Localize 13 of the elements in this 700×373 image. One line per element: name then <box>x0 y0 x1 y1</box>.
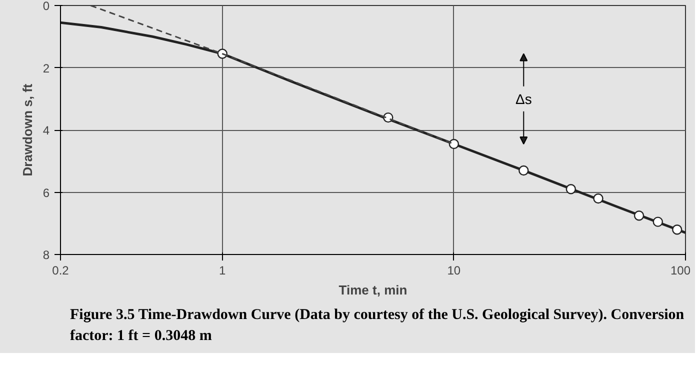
y-tick-label: 8 <box>42 248 50 262</box>
x-tick-label: 100 <box>670 264 691 278</box>
x-axis-title: Time t, min <box>338 282 408 298</box>
annotation: Δs <box>515 90 532 107</box>
x-tick-label: 1 <box>219 264 226 278</box>
y-tick-label: 2 <box>42 61 50 76</box>
x-tick-label: 10 <box>447 264 461 278</box>
y-tick-label: 4 <box>42 124 50 138</box>
y-tick-label: 6 <box>42 186 50 200</box>
y-axis-title: Drawdown s, ft <box>20 83 35 176</box>
caption: Figure 3.5 Time-Drawdown Curve (Data by courtesy of the U.S. Geological Survey). Conversion factor: 1 ft = 0.3048 m <box>70 306 686 346</box>
x-tick-label: 0.2 <box>52 264 70 278</box>
y-tick-label: 0 <box>42 0 50 13</box>
